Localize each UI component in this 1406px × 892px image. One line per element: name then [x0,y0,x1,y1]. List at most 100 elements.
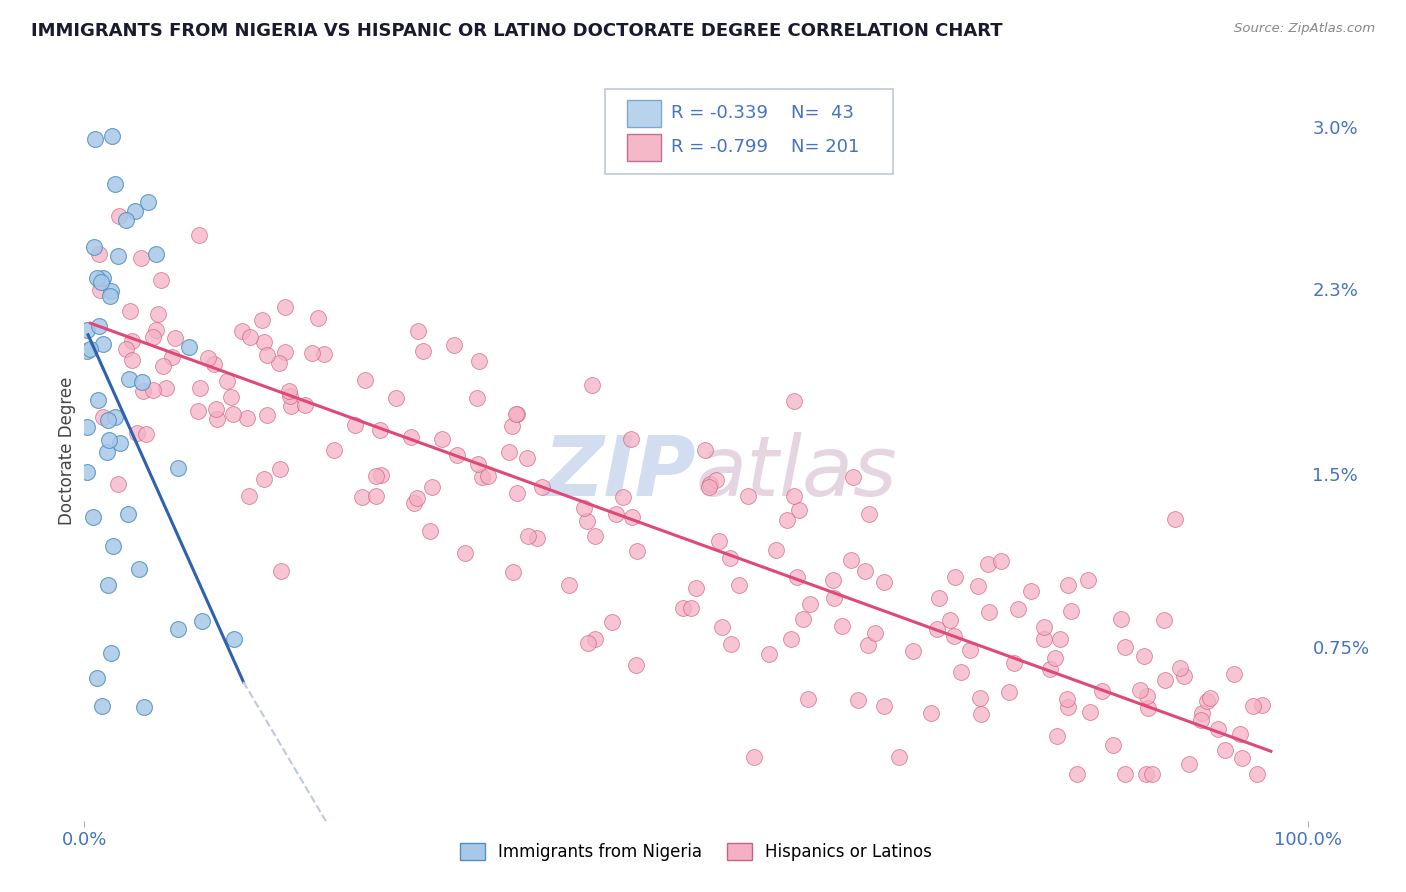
Point [419,524,441,539]
Point [1039,662,1062,676]
Point [366,469,388,483]
Point [1135,767,1157,781]
Point [167,623,190,637]
Point [1019,584,1042,599]
Point [1229,727,1251,741]
Point [901,644,924,658]
Point [269,356,291,370]
Point [624,657,647,672]
Point [90,275,112,289]
Point [100,646,122,660]
Point [1060,604,1083,618]
Point [605,508,627,522]
Point [100,128,122,143]
Point [1213,742,1236,756]
Point [842,470,865,484]
Point [679,600,702,615]
Point [86,271,108,285]
Point [695,443,717,458]
Point [76,420,98,434]
Point [626,543,648,558]
Point [1153,613,1175,627]
Point [1206,722,1229,736]
Point [1102,738,1125,752]
Text: IMMIGRANTS FROM NIGERIA VS HISPANIC OR LATINO DOCTORATE DEGREE CORRELATION CHART: IMMIGRANTS FROM NIGERIA VS HISPANIC OR L… [31,22,1002,40]
Point [1066,767,1088,781]
Point [127,426,149,441]
Point [846,693,869,707]
Point [873,575,896,590]
Point [131,251,153,265]
Point [787,503,810,517]
Point [278,384,301,398]
Point [443,338,465,352]
Point [742,750,765,764]
Point [865,626,887,640]
Point [107,477,129,491]
Point [104,410,127,425]
Point [799,598,821,612]
Point [1199,691,1222,706]
Point [709,534,731,549]
Point [91,409,114,424]
Point [205,412,228,426]
Text: atlas: atlas [696,432,897,513]
Point [1114,640,1136,654]
Point [873,699,896,714]
Point [219,390,242,404]
Point [222,407,245,421]
Point [1091,684,1114,698]
Point [96,445,118,459]
Point [104,177,127,191]
Point [1136,690,1159,704]
Point [792,612,814,626]
Point [780,632,803,647]
Point [86,671,108,685]
Point [238,489,260,503]
Point [1056,691,1078,706]
Point [969,706,991,721]
Point [467,457,489,471]
Point [274,300,297,314]
Point [530,480,553,494]
Point [323,443,346,458]
Point [765,543,787,558]
Point [370,467,392,482]
Point [572,500,595,515]
Point [821,573,844,587]
Point [1078,705,1101,719]
Point [307,310,329,325]
Point [152,359,174,374]
Point [107,249,129,263]
Point [312,347,335,361]
Point [98,289,121,303]
Point [920,706,942,720]
Point [83,131,105,145]
Point [697,480,720,494]
Point [76,344,98,359]
Point [1133,648,1156,663]
Point [132,700,155,714]
Point [135,427,157,442]
Point [477,469,499,483]
Legend: Immigrants from Nigeria, Hispanics or Latinos: Immigrants from Nigeria, Hispanics or La… [453,837,939,868]
Point [454,546,477,560]
Point [501,419,523,434]
Point [969,690,991,705]
Point [823,591,845,606]
Point [939,613,962,627]
Point [728,578,751,592]
Point [576,636,599,650]
Point [997,685,1019,699]
Point [270,564,292,578]
Point [1049,632,1071,646]
Point [1002,657,1025,671]
Point [516,451,538,466]
Point [76,323,98,337]
Point [704,473,727,487]
Point [856,639,879,653]
Point [758,647,780,661]
Point [776,513,799,527]
Point [352,490,374,504]
Point [942,629,965,643]
